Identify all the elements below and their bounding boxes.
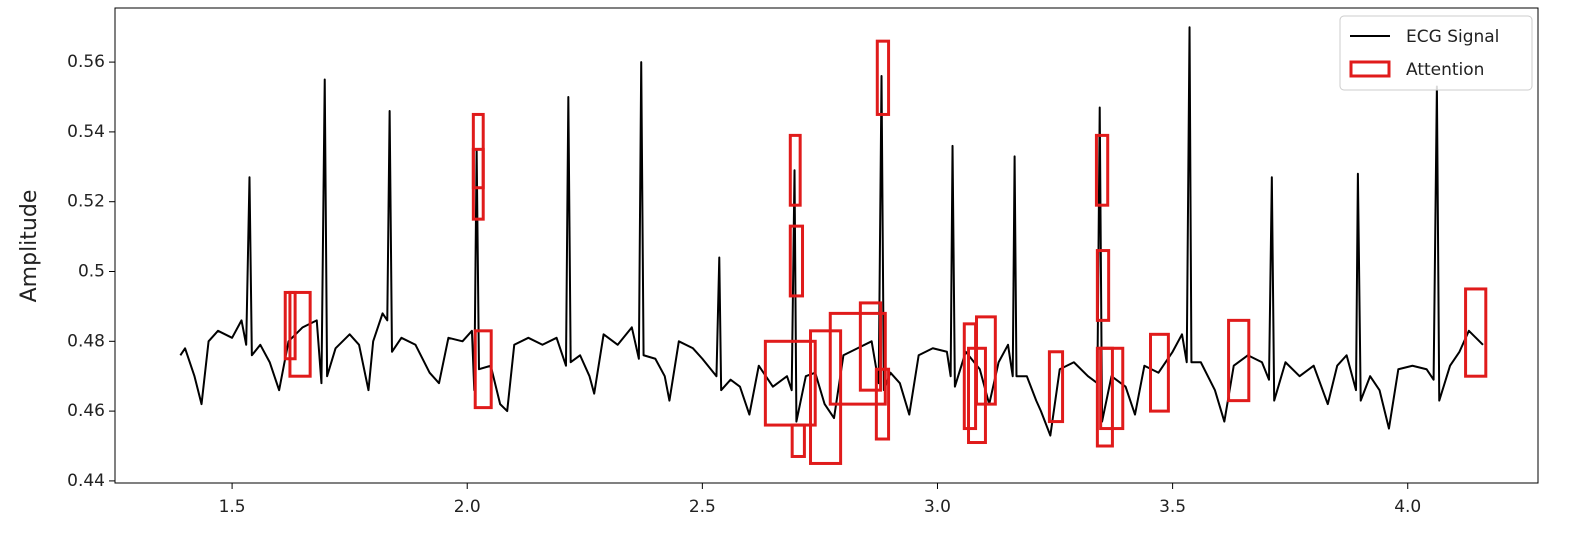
attention-box bbox=[828, 311, 887, 406]
attention-box bbox=[788, 133, 802, 207]
y-tick-label: 0.52 bbox=[67, 192, 105, 212]
attention-box bbox=[788, 224, 805, 298]
attention-box bbox=[858, 301, 883, 392]
y-tick-label: 0.54 bbox=[67, 122, 105, 142]
y-tick-label: 0.46 bbox=[67, 401, 105, 421]
x-tick-label: 4.0 bbox=[1394, 497, 1421, 517]
attention-box bbox=[473, 329, 493, 410]
attention-box bbox=[1099, 346, 1125, 431]
attention-box bbox=[874, 367, 891, 441]
attention-box bbox=[288, 290, 312, 378]
attention-box bbox=[790, 423, 806, 458]
attention-box bbox=[1149, 332, 1170, 413]
x-tick-label: 1.5 bbox=[219, 497, 246, 517]
y-tick-label: 0.5 bbox=[78, 262, 105, 282]
attention-box bbox=[1464, 287, 1488, 378]
attention-box bbox=[975, 315, 997, 406]
x-tick-label: 3.0 bbox=[924, 497, 951, 517]
attention-box bbox=[875, 39, 891, 116]
attention-box bbox=[809, 329, 843, 465]
legend-label: ECG Signal bbox=[1406, 27, 1499, 47]
y-tick-label: 0.48 bbox=[67, 331, 105, 351]
attention-box bbox=[1227, 318, 1251, 403]
legend-label: Attention bbox=[1406, 60, 1484, 80]
attention-box bbox=[1094, 133, 1110, 207]
y-axis-label: Amplitude bbox=[17, 190, 42, 303]
x-tick-label: 3.5 bbox=[1159, 497, 1186, 517]
attention-box bbox=[1095, 249, 1111, 322]
attention-box bbox=[763, 339, 817, 427]
y-tick-label: 0.56 bbox=[67, 52, 105, 72]
legend-box-swatch bbox=[1349, 60, 1391, 78]
x-tick-label: 2.5 bbox=[689, 497, 716, 517]
attention-box bbox=[1047, 350, 1065, 424]
y-tick-label: 0.44 bbox=[67, 471, 105, 491]
x-tick-label: 2.0 bbox=[454, 497, 481, 517]
plot-frame bbox=[114, 7, 1539, 484]
attention-box bbox=[471, 147, 485, 221]
